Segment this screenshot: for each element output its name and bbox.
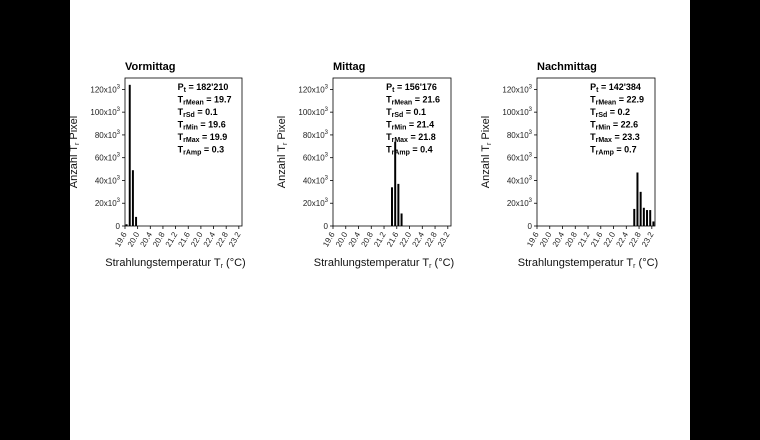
y-tick-label: 60x103 <box>303 153 329 163</box>
x-tick-label: 22.0 <box>398 230 414 248</box>
x-tick-label: 19.6 <box>525 230 541 248</box>
x-tick-label: 23.2 <box>436 230 452 248</box>
stat-line: TrSd = 0.2 <box>590 107 630 119</box>
stat-line: TrMax = 23.3 <box>590 132 640 144</box>
stat-line: Pt = 142'384 <box>590 82 641 94</box>
x-tick-label: 20.8 <box>563 230 579 248</box>
x-tick-label: 22.8 <box>627 230 643 248</box>
plot-frame <box>536 77 656 227</box>
stat-line: TrMin = 21.4 <box>386 120 434 132</box>
stat-line: TrMax = 19.9 <box>178 132 228 144</box>
y-axis-label: Anzahl Tr Pixel <box>480 116 493 188</box>
histogram-bar <box>400 213 403 226</box>
histogram-bar <box>131 170 134 226</box>
x-tick-label: 23.2 <box>227 230 243 248</box>
plot-frame <box>124 77 243 227</box>
y-tick-label: 100x103 <box>90 107 120 117</box>
figure-canvas: Vormittag 0 20x103 40x103 60x103 80x103 100x10… <box>70 0 690 440</box>
histogram-bar <box>135 216 138 226</box>
x-tick-label: 21.2 <box>372 230 388 248</box>
y-tick-label: 120x103 <box>298 84 328 94</box>
y-tick-label: 0 <box>528 222 533 231</box>
x-tick-label: 22.8 <box>214 230 230 248</box>
stat-line: TrAmp = 0.7 <box>590 145 637 157</box>
x-tick-label: 19.6 <box>113 230 129 248</box>
x-tick-label: 21.2 <box>576 230 592 248</box>
x-tick-label: 22.4 <box>202 230 218 248</box>
histogram-bar <box>128 84 131 226</box>
y-tick-label: 40x103 <box>95 175 121 185</box>
y-tick-label: 20x103 <box>507 198 533 208</box>
x-axis-label: Strahlungstemperatur Tr (°C) <box>518 257 658 270</box>
y-tick-label: 40x103 <box>507 175 533 185</box>
x-tick-label: 21.6 <box>589 230 605 248</box>
x-tick-label: 22.4 <box>614 230 630 248</box>
x-axis-label: Strahlungstemperatur Tr (°C) <box>105 257 245 270</box>
stat-line: TrMax = 21.8 <box>386 132 436 144</box>
x-tick-label: 20.0 <box>538 230 554 248</box>
stat-line: Pt = 182'210 <box>178 82 229 94</box>
stat-line: TrMean = 21.6 <box>386 95 440 107</box>
stat-line: TrMean = 22.9 <box>590 95 644 107</box>
histogram-bar <box>633 208 636 226</box>
stat-line: TrSd = 0.1 <box>178 107 218 119</box>
x-tick-label: 19.6 <box>321 230 337 248</box>
histogram-bar <box>394 141 397 226</box>
histogram-bar <box>649 210 652 226</box>
y-tick-label: 60x103 <box>95 153 121 163</box>
y-tick-label: 20x103 <box>303 198 329 208</box>
x-tick-label: 20.0 <box>334 230 350 248</box>
histogram-bar <box>642 207 645 226</box>
stat-line: TrMin = 22.6 <box>590 120 638 132</box>
stat-line: TrAmp = 0.3 <box>178 145 225 157</box>
y-tick-label: 80x103 <box>303 130 329 140</box>
x-tick-label: 22.4 <box>410 230 426 248</box>
histogram-bar <box>397 183 400 226</box>
chart-title: Mittag <box>333 61 365 73</box>
y-tick-label: 80x103 <box>95 130 121 140</box>
x-tick-label: 21.2 <box>164 230 180 248</box>
y-tick-label: 100x103 <box>502 107 532 117</box>
y-tick-label: 60x103 <box>507 153 533 163</box>
histogram-figure: Vormittag 0 20x103 40x103 60x103 80x103 100x10… <box>70 61 658 270</box>
x-tick-label: 22.0 <box>189 230 205 248</box>
y-tick-label: 80x103 <box>507 130 533 140</box>
stat-line: TrSd = 0.1 <box>386 107 426 119</box>
y-axis-label: Anzahl Tr Pixel <box>70 116 81 188</box>
x-tick-label: 20.8 <box>359 230 375 248</box>
x-tick-label: 22.8 <box>423 230 439 248</box>
x-axis-label: Strahlungstemperatur Tr (°C) <box>314 257 454 270</box>
chart-title: Nachmittag <box>537 61 597 73</box>
y-axis-label: Anzahl Tr Pixel <box>276 116 289 188</box>
y-tick-label: 120x103 <box>90 84 120 94</box>
stat-line: TrMean = 19.7 <box>178 95 232 107</box>
histogram-bar <box>652 221 655 226</box>
x-tick-label: 21.6 <box>385 230 401 248</box>
stat-line: Pt = 156'176 <box>386 82 437 94</box>
y-tick-label: 0 <box>116 222 121 231</box>
histogram-bar <box>125 224 128 226</box>
histogram-bar <box>391 187 393 226</box>
y-tick-label: 0 <box>324 222 329 231</box>
chart-title: Vormittag <box>125 61 176 73</box>
y-tick-label: 100x103 <box>298 107 328 117</box>
x-tick-label: 20.4 <box>138 230 154 248</box>
histogram-bar <box>639 191 642 226</box>
y-tick-label: 120x103 <box>502 84 532 94</box>
stat-line: TrMin = 19.6 <box>178 120 226 132</box>
x-tick-label: 20.0 <box>126 230 142 248</box>
x-tick-label: 20.4 <box>347 230 363 248</box>
x-tick-label: 22.0 <box>602 230 618 248</box>
x-tick-label: 21.6 <box>176 230 192 248</box>
x-tick-label: 23.2 <box>640 230 656 248</box>
y-tick-label: 20x103 <box>95 198 121 208</box>
stat-line: TrAmp = 0.4 <box>386 145 433 157</box>
y-tick-label: 40x103 <box>303 175 329 185</box>
x-tick-label: 20.8 <box>151 230 167 248</box>
x-tick-label: 20.4 <box>551 230 567 248</box>
histogram-bar <box>636 172 639 226</box>
histogram-bar <box>646 210 649 226</box>
